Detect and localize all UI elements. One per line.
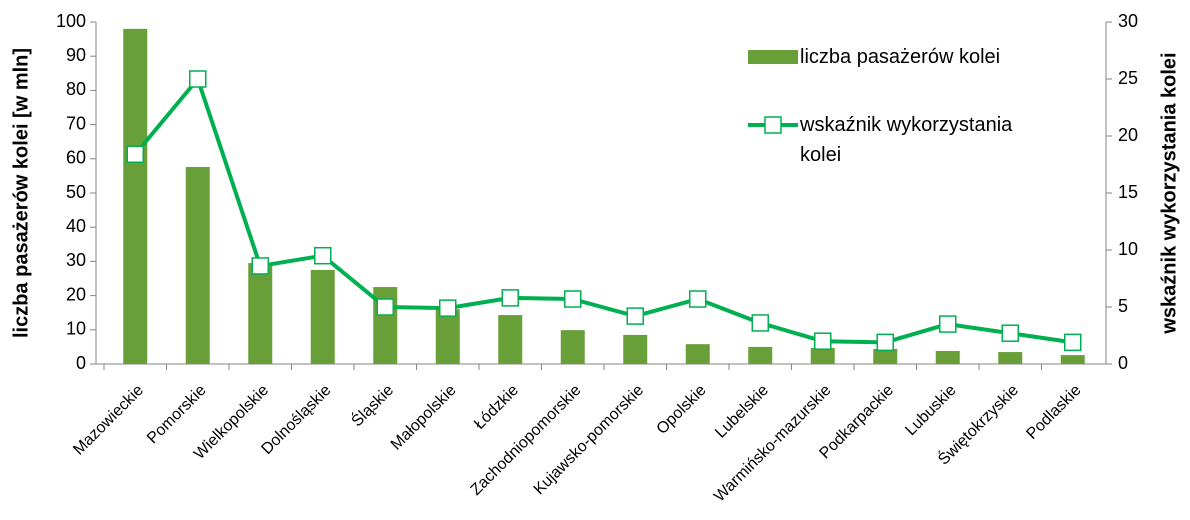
line-marker (626, 307, 644, 325)
legend-swatch-marker (764, 116, 782, 134)
x-tick-label: Warmińsko-mazurskie (711, 382, 835, 506)
y-tick-label: 90 (66, 45, 86, 65)
bar (560, 330, 585, 364)
x-tick-label: Zachodniopomorskie (468, 382, 585, 499)
x-tick-label: Śląskie (347, 380, 397, 430)
bar (810, 347, 835, 364)
line-marker (376, 298, 394, 316)
line-marker (251, 257, 269, 275)
y2-tick-label: 25 (1118, 68, 1138, 88)
y2-tick-label: 30 (1118, 11, 1138, 31)
y2-tick-label: 0 (1118, 353, 1128, 373)
y-tick-label: 80 (66, 79, 86, 99)
y2-axis-label: wskaźnik wykorzystania kolei (1158, 52, 1180, 334)
line-marker (876, 333, 894, 352)
legend-label: wskaźnik wykorzystania kolei (800, 114, 1013, 166)
bar (935, 351, 960, 364)
y2-tick-label: 15 (1118, 182, 1138, 202)
bar (1060, 355, 1085, 364)
x-tick-label: Podlaskie (1023, 382, 1084, 443)
legend-label: liczba pasażerów kolei (800, 46, 1001, 68)
line-marker (939, 315, 957, 333)
bar (873, 348, 898, 364)
x-tick-label: Lubelskie (712, 382, 772, 442)
y-tick-label: 100 (56, 11, 86, 31)
line-marker (189, 70, 207, 88)
legend-swatch (748, 50, 798, 64)
bar (435, 309, 460, 364)
y-axis-label: liczba pasażerów kolei [w mln] (10, 48, 32, 338)
y-tick-label: 60 (66, 148, 86, 168)
y-tick-label: 10 (66, 319, 86, 339)
y2-tick-label: 10 (1118, 239, 1138, 259)
line-marker (501, 289, 519, 307)
y-tick-label: 50 (66, 182, 86, 202)
bar (185, 167, 210, 364)
line-marker (1001, 324, 1019, 342)
line (133, 77, 1074, 345)
y2-tick-label: 5 (1118, 296, 1128, 316)
y-tick-label: 30 (66, 250, 86, 270)
bar (685, 344, 710, 364)
y-tick-label: 40 (66, 216, 86, 236)
line-marker (751, 314, 769, 332)
x-tick-label: Łódzkie (471, 382, 522, 433)
bar (998, 352, 1023, 364)
bar (123, 28, 148, 365)
y-tick-label: 20 (66, 284, 86, 304)
bar (748, 346, 773, 364)
line-marker (314, 246, 332, 265)
line-marker (1064, 333, 1082, 352)
y-tick-label: 70 (66, 113, 86, 133)
x-tick-label: Pomorskie (144, 382, 210, 448)
bar (623, 334, 648, 364)
y-tick-label: 0 (76, 353, 86, 373)
line-marker (439, 299, 457, 317)
x-tick-label: Małopolskie (388, 382, 460, 454)
bar (248, 263, 273, 364)
x-tick-label: Opolskie (654, 382, 710, 438)
bar (310, 269, 335, 364)
line-marker (814, 332, 832, 350)
x-tick-label: Kujawsko-pomorskie (531, 382, 647, 498)
bar (498, 315, 523, 364)
line-marker (126, 145, 144, 163)
x-tick-label: Mazowieckie (70, 382, 147, 459)
y2-tick-label: 20 (1118, 125, 1138, 145)
x-tick-label: Lubuskie (902, 382, 959, 439)
line-marker (689, 290, 707, 308)
line-marker (564, 290, 582, 308)
